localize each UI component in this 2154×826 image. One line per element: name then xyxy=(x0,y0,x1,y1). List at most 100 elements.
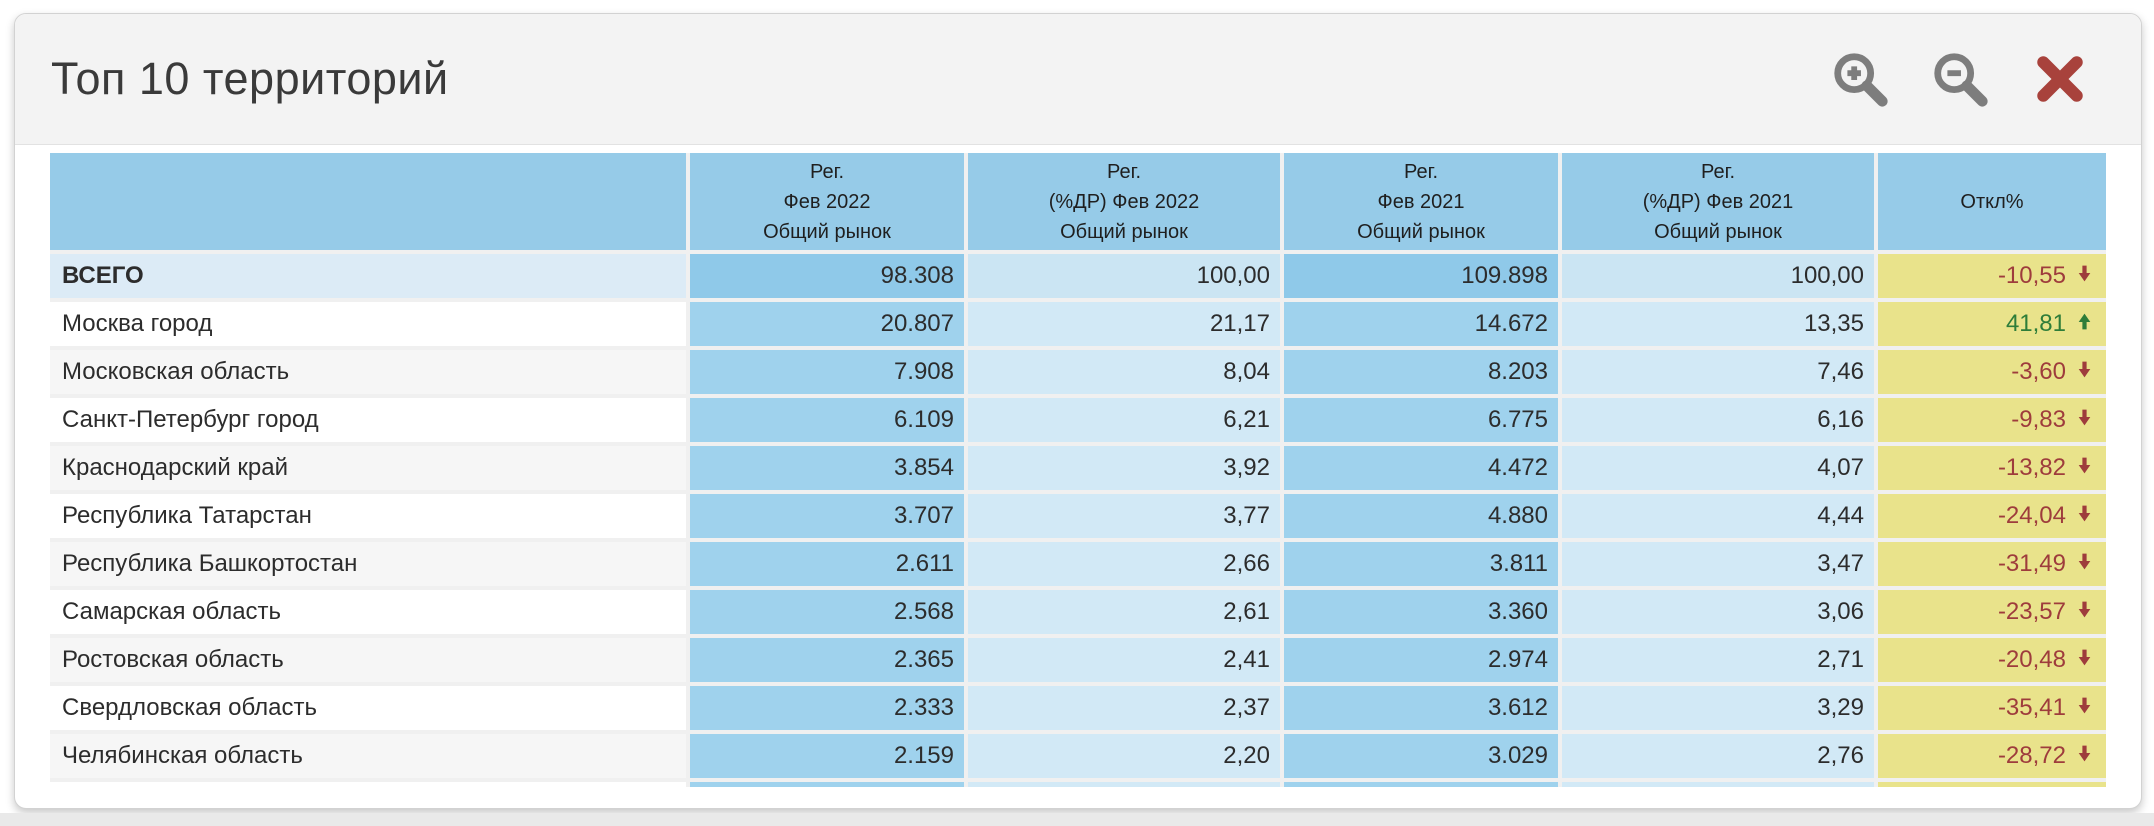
trend-down-icon xyxy=(2075,454,2094,482)
value-cell-reg-feb2021: 4.472 xyxy=(1284,446,1558,490)
column-header-line: Рег. xyxy=(1701,160,1735,183)
deviation-cell: -28,72 xyxy=(1878,734,2106,778)
value-cell-share-feb2022: 8,04 xyxy=(968,350,1280,394)
value-cell-share-feb2021: 3,47 xyxy=(1562,542,1874,586)
deviation-value: -9,83 xyxy=(2011,406,2066,433)
value-cell-share-feb2021: 3,06 xyxy=(1562,590,1874,634)
value-cell-share-feb2022: 2,66 xyxy=(968,542,1280,586)
territory-name-cell[interactable]: Челябинская область xyxy=(50,734,686,778)
value-cell-reg-feb2021: 3.029 xyxy=(1284,734,1558,778)
zoom-in-button[interactable] xyxy=(1829,48,1891,110)
territory-name-cell[interactable]: Республика Татарстан xyxy=(50,494,686,538)
value-cell-reg-feb2022: 2.333 xyxy=(690,686,964,730)
territory-name-cell[interactable]: Санкт-Петербург город xyxy=(50,398,686,442)
territory-name-cell[interactable]: Ростовская область xyxy=(50,638,686,682)
value-cell-share-feb2022: 2,20 xyxy=(968,734,1280,778)
column-header-territory xyxy=(50,153,686,250)
value-cell-reg-feb2021: 3.811 xyxy=(1284,542,1558,586)
value-cell-share-feb2022: 2,37 xyxy=(968,686,1280,730)
zoom-out-icon xyxy=(1929,48,1991,110)
column-header-line: Общий рынок xyxy=(1654,220,1782,243)
deviation-cell: -10,55 xyxy=(1878,254,2106,298)
value-cell-share-feb2021: 100,00 xyxy=(1562,254,1874,298)
trend-up-icon xyxy=(2075,310,2094,338)
card-body: Рег. Фев 2022 Общий рынок Рег. (%ДР) Фев 202… xyxy=(15,145,2141,787)
deviation-value: -35,41 xyxy=(1997,694,2066,721)
value-cell-reg-feb2021: 8.203 xyxy=(1284,350,1558,394)
column-header-line: (%ДР) Фев 2022 xyxy=(1048,190,1200,213)
deviation-value: -20,48 xyxy=(1997,646,2066,673)
value-cell-reg-feb2022: 6.109 xyxy=(690,398,964,442)
value-cell-share-feb2021: 7,46 xyxy=(1562,350,1874,394)
value-cell-reg-feb2022: 2.568 xyxy=(690,590,964,634)
value-cell-reg-feb2021: 3.612 xyxy=(1284,686,1558,730)
column-header: Рег. (%ДР) Фев 2021 Общий рынок xyxy=(1562,153,1874,250)
value-cell-reg-feb2022: 2.159 xyxy=(690,734,964,778)
deviation-cell: -20,48 xyxy=(1878,638,2106,682)
column-header-line: Рег. xyxy=(1107,160,1141,183)
value-cell-share-feb2021: 2,76 xyxy=(1562,734,1874,778)
top-territories-table: Рег. Фев 2022 Общий рынок Рег. (%ДР) Фев 202… xyxy=(50,153,2106,787)
trend-down-icon xyxy=(2075,646,2094,674)
value-cell-share-feb2022: 100,00 xyxy=(968,254,1280,298)
territory-name-cell[interactable]: Московская область xyxy=(50,350,686,394)
cutoff-row-sliver xyxy=(1878,782,2106,787)
value-cell-reg-feb2022: 98.308 xyxy=(690,254,964,298)
value-cell-share-feb2021: 2,71 xyxy=(1562,638,1874,682)
territory-name-cell[interactable]: ВСЕГО xyxy=(50,254,686,298)
close-icon xyxy=(2034,53,2086,105)
cutoff-row-sliver xyxy=(1562,782,1874,787)
cutoff-row-sliver xyxy=(690,782,964,787)
value-cell-share-feb2022: 6,21 xyxy=(968,398,1280,442)
value-cell-share-feb2021: 3,29 xyxy=(1562,686,1874,730)
territory-name-cell[interactable]: Москва город xyxy=(50,302,686,346)
cutoff-row-sliver xyxy=(968,782,1280,787)
deviation-value: 41,81 xyxy=(2005,310,2066,337)
page-bottom-strip xyxy=(0,813,2154,826)
trend-down-icon xyxy=(2075,358,2094,386)
territory-name-cell[interactable]: Свердловская область xyxy=(50,686,686,730)
value-cell-reg-feb2021: 109.898 xyxy=(1284,254,1558,298)
deviation-cell: 41,81 xyxy=(1878,302,2106,346)
trend-down-icon xyxy=(2075,262,2094,290)
territory-name-cell[interactable]: Республика Башкортостан xyxy=(50,542,686,586)
value-cell-share-feb2021: 4,44 xyxy=(1562,494,1874,538)
value-cell-reg-feb2022: 2.611 xyxy=(690,542,964,586)
value-cell-reg-feb2022: 2.365 xyxy=(690,638,964,682)
value-cell-reg-feb2022: 7.908 xyxy=(690,350,964,394)
deviation-value: -10,55 xyxy=(1997,262,2066,289)
column-header: Откл% xyxy=(1878,153,2106,250)
column-header-line: Рег. xyxy=(1404,160,1438,183)
card-header: Топ 10 территорий xyxy=(15,14,2141,145)
value-cell-share-feb2021: 6,16 xyxy=(1562,398,1874,442)
deviation-value: -3,60 xyxy=(2011,358,2066,385)
page-title: Топ 10 территорий xyxy=(51,53,449,104)
deviation-value: -13,82 xyxy=(1997,454,2066,481)
value-cell-share-feb2022: 21,17 xyxy=(968,302,1280,346)
deviation-value: -31,49 xyxy=(1997,550,2066,577)
deviation-value: -23,57 xyxy=(1997,598,2066,625)
territory-name-cell[interactable]: Самарская область xyxy=(50,590,686,634)
close-button[interactable] xyxy=(2029,48,2091,110)
value-cell-share-feb2021: 13,35 xyxy=(1562,302,1874,346)
value-cell-share-feb2022: 2,61 xyxy=(968,590,1280,634)
deviation-cell: -23,57 xyxy=(1878,590,2106,634)
value-cell-reg-feb2021: 6.775 xyxy=(1284,398,1558,442)
value-cell-reg-feb2021: 2.974 xyxy=(1284,638,1558,682)
territory-name-cell[interactable]: Краснодарский край xyxy=(50,446,686,490)
column-header-line: Общий рынок xyxy=(1357,220,1485,243)
trend-down-icon xyxy=(2075,550,2094,578)
value-cell-share-feb2021: 4,07 xyxy=(1562,446,1874,490)
column-header: Рег. (%ДР) Фев 2022 Общий рынок xyxy=(968,153,1280,250)
cutoff-row-sliver xyxy=(1284,782,1558,787)
column-header-line: Фев 2021 xyxy=(1377,190,1465,213)
column-header-line: Фев 2022 xyxy=(783,190,871,213)
column-header: Рег. Фев 2021 Общий рынок xyxy=(1284,153,1558,250)
value-cell-share-feb2022: 2,41 xyxy=(968,638,1280,682)
deviation-cell: -13,82 xyxy=(1878,446,2106,490)
deviation-cell: -35,41 xyxy=(1878,686,2106,730)
column-header-line: Общий рынок xyxy=(763,220,891,243)
zoom-out-button[interactable] xyxy=(1929,48,1991,110)
top-territories-card: Топ 10 территорий xyxy=(14,13,2142,809)
column-header-line: Откл% xyxy=(1960,190,2024,213)
